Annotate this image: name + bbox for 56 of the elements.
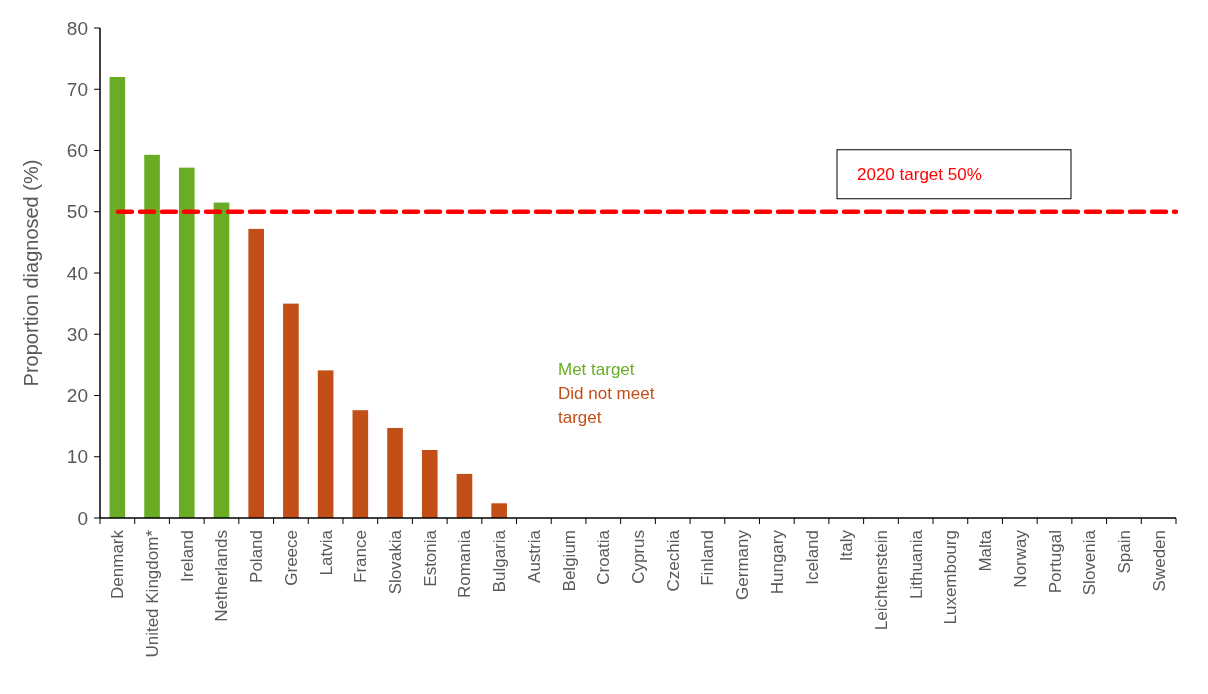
x-tick-label: Sweden <box>1149 530 1169 592</box>
x-tick-label: Slovenia <box>1080 529 1100 596</box>
text: Met target <box>558 360 635 379</box>
bar <box>178 167 195 518</box>
bar <box>109 77 126 518</box>
y-axis-title: Proportion diagnosed (%) <box>20 159 42 387</box>
x-tick-label: Finland <box>698 530 718 586</box>
bar <box>491 503 507 518</box>
x-tick-label: Denmark <box>108 529 128 599</box>
x-tick-label: Belgium <box>559 530 579 592</box>
y-tick-label: 10 <box>66 446 88 468</box>
bar <box>421 450 438 518</box>
x-tick-label: Norway <box>1010 529 1030 588</box>
x-tick-label: Poland <box>247 530 267 583</box>
x-tick-label: United Kingdom* <box>143 529 163 658</box>
bar <box>213 202 230 518</box>
x-tick-label: Latvia <box>316 529 336 576</box>
x-tick-label: Italy <box>837 529 857 562</box>
x-tick-label: Iceland <box>802 530 822 585</box>
bar <box>248 228 264 518</box>
bar <box>283 303 299 518</box>
x-tick-label: Netherlands <box>212 530 232 622</box>
x-tick-label: Estonia <box>420 529 440 587</box>
x-tick-label: Lithuania <box>906 529 926 600</box>
y-tick-label: 40 <box>66 262 88 284</box>
x-tick-label: Austria <box>524 529 544 583</box>
bar <box>456 473 473 518</box>
y-tick-label: 30 <box>66 323 88 345</box>
bar <box>352 410 369 518</box>
x-tick-label: Germany <box>733 529 753 600</box>
x-tick-label: Slovakia <box>386 529 406 595</box>
y-tick-label: 70 <box>66 78 88 100</box>
x-tick-label: Romania <box>455 529 475 599</box>
bar <box>144 154 160 518</box>
y-tick-label: 0 <box>77 507 88 529</box>
x-tick-label: Spain <box>1114 530 1134 574</box>
x-tick-label: Cyprus <box>629 530 648 584</box>
ref-line-label: 2020 target 50% <box>857 164 982 184</box>
x-tick-label: Bulgaria <box>490 529 510 593</box>
bar <box>387 427 403 518</box>
x-tick-label: France <box>351 530 371 583</box>
text: Did not meet target <box>558 384 655 427</box>
x-tick-label: Greece <box>281 530 301 586</box>
x-tick-label: Malta <box>976 529 996 572</box>
x-tick-label: Czechia <box>663 529 683 592</box>
x-tick-label: Croatia <box>594 529 614 585</box>
x-tick-label: Luxembourg <box>941 530 961 625</box>
y-tick-label: 20 <box>66 385 88 407</box>
x-tick-label: Ireland <box>177 530 197 582</box>
y-tick-label: 80 <box>66 17 88 39</box>
x-tick-label: Leichtenstein <box>871 530 891 631</box>
bar <box>317 370 334 518</box>
y-tick-label: 50 <box>66 201 88 223</box>
y-tick-label: 60 <box>66 140 88 162</box>
x-tick-label: Hungary <box>767 529 787 595</box>
x-tick-label: Portugal <box>1045 530 1065 594</box>
